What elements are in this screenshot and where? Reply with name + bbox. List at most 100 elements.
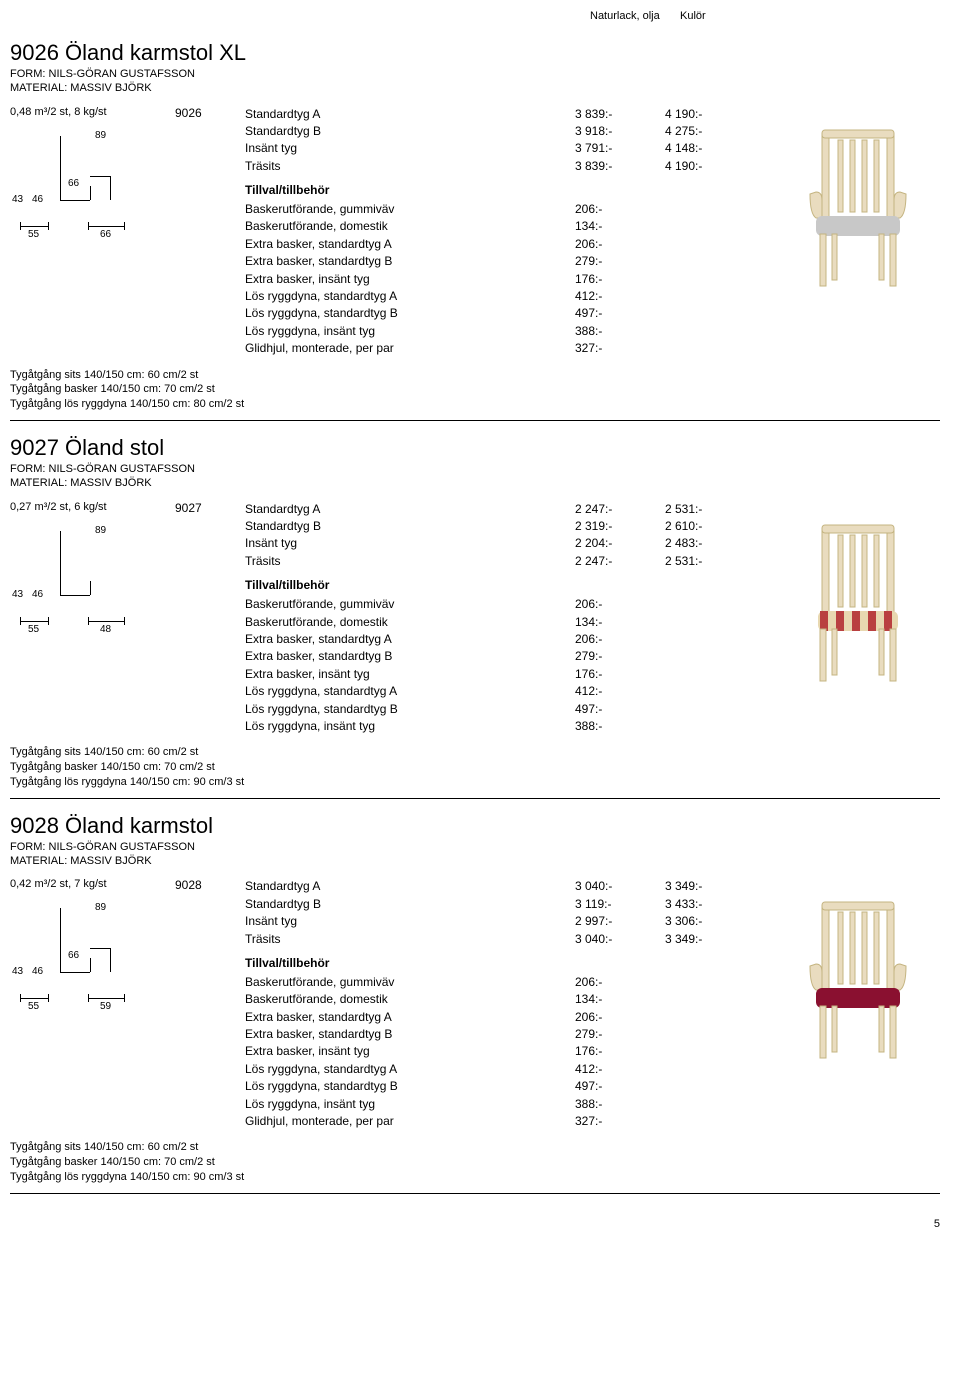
variant-name: Insänt tyg bbox=[245, 535, 575, 552]
variant-name: Standardtyg A bbox=[245, 106, 575, 123]
product-material: MATERIAL: MASSIV BJÖRK bbox=[10, 855, 940, 869]
addon-row: Lös ryggdyna, standardtyg A 412:- bbox=[245, 683, 775, 700]
variant-price-1: 3 791:- bbox=[575, 140, 665, 157]
addon-price: 134:- bbox=[575, 218, 665, 235]
fabric-notes: Tygåtgång sits 140/150 cm: 60 cm/2 st Tyg… bbox=[10, 1140, 940, 1185]
addon-row: Extra basker, insänt tyg 176:- bbox=[245, 666, 775, 683]
addon-name: Glidhjul, monterade, per par bbox=[245, 340, 575, 357]
addon-price: 412:- bbox=[575, 1061, 665, 1078]
addon-name: Extra basker, standardtyg B bbox=[245, 253, 575, 270]
variant-price-1: 2 204:- bbox=[575, 535, 665, 552]
variant-row: Standardtyg A 2 247:- 2 531:- bbox=[245, 501, 775, 518]
addon-row: Lös ryggdyna, insänt tyg 388:- bbox=[245, 718, 775, 735]
chair-image bbox=[788, 888, 928, 1068]
chair-image bbox=[788, 116, 928, 296]
addon-row: Baskerutförande, gummiväv 206:- bbox=[245, 596, 775, 613]
variant-row: Standardtyg B 3 119:- 3 433:- bbox=[245, 896, 775, 913]
fabric-note: Tygåtgång lös ryggdyna 140/150 cm: 90 cm… bbox=[10, 775, 940, 790]
addon-name: Extra basker, insänt tyg bbox=[245, 1043, 575, 1060]
column-header-row: Naturlack, olja Kulör bbox=[10, 10, 940, 22]
addon-row: Extra basker, standardtyg A 206:- bbox=[245, 236, 775, 253]
addon-name: Lös ryggdyna, standardtyg A bbox=[245, 288, 575, 305]
addon-row: Extra basker, insänt tyg 176:- bbox=[245, 271, 775, 288]
variant-row: Standardtyg A 3 040:- 3 349:- bbox=[245, 878, 775, 895]
variant-row: Standardtyg A 3 839:- 4 190:- bbox=[245, 106, 775, 123]
addon-row: Baskerutförande, domestik 134:- bbox=[245, 991, 775, 1008]
variant-price-2: 2 531:- bbox=[665, 553, 735, 570]
fabric-note: Tygåtgång lös ryggdyna 140/150 cm: 90 cm… bbox=[10, 1170, 940, 1185]
fabric-note: Tygåtgång sits 140/150 cm: 60 cm/2 st bbox=[10, 368, 940, 383]
product-spec: 0,42 m³/2 st, 7 kg/st bbox=[10, 878, 175, 890]
addon-row: Extra basker, insänt tyg 176:- bbox=[245, 1043, 775, 1060]
addon-name: Baskerutförande, domestik bbox=[245, 218, 575, 235]
fabric-note: Tygåtgång sits 140/150 cm: 60 cm/2 st bbox=[10, 1140, 940, 1155]
addon-row: Lös ryggdyna, standardtyg A 412:- bbox=[245, 1061, 775, 1078]
fabric-notes: Tygåtgång sits 140/150 cm: 60 cm/2 stTyg… bbox=[10, 745, 940, 790]
addon-price: 206:- bbox=[575, 1009, 665, 1026]
addon-price: 206:- bbox=[575, 236, 665, 253]
variant-price-2: 4 148:- bbox=[665, 140, 735, 157]
addon-price: 388:- bbox=[575, 718, 665, 735]
variant-price-1: 3 119:- bbox=[575, 896, 665, 913]
addon-name: Extra basker, standardtyg B bbox=[245, 648, 575, 665]
variant-price-2: 3 349:- bbox=[665, 878, 735, 895]
addon-row: Lös ryggdyna, standardtyg B 497:- bbox=[245, 701, 775, 718]
addon-row: Baskerutförande, domestik 134:- bbox=[245, 614, 775, 631]
variant-price-2: 2 483:- bbox=[665, 535, 735, 552]
dimension-diagram: 89 66 43 46 55 66 bbox=[10, 126, 160, 246]
product-material: MATERIAL: MASSIV BJÖRK bbox=[10, 82, 940, 96]
variant-price-1: 3 040:- bbox=[575, 931, 665, 948]
addon-name: Lös ryggdyna, standardtyg B bbox=[245, 701, 575, 718]
variant-name: Träsits bbox=[245, 553, 575, 570]
variant-price-1: 3 918:- bbox=[575, 123, 665, 140]
variant-price-1: 2 319:- bbox=[575, 518, 665, 535]
addon-name: Extra basker, standardtyg B bbox=[245, 1026, 575, 1043]
fabric-note: Tygåtgång basker 140/150 cm: 70 cm/2 st bbox=[10, 760, 940, 775]
page-number: 5 bbox=[10, 1218, 940, 1230]
addon-price: 134:- bbox=[575, 614, 665, 631]
addon-price: 176:- bbox=[575, 666, 665, 683]
addon-name: Baskerutförande, gummiväv bbox=[245, 974, 575, 991]
addon-header: Tillval/tillbehör bbox=[245, 956, 775, 970]
addon-price: 134:- bbox=[575, 991, 665, 1008]
product-meta: FORM: NILS-GÖRAN GUSTAFSSON MATERIAL: MA… bbox=[10, 841, 940, 869]
addon-row: Glidhjul, monterade, per par 327:- bbox=[245, 340, 775, 357]
addon-price: 497:- bbox=[575, 701, 665, 718]
addon-price: 412:- bbox=[575, 683, 665, 700]
variant-name: Standardtyg A bbox=[245, 501, 575, 518]
variant-name: Standardtyg B bbox=[245, 896, 575, 913]
addon-row: Extra basker, standardtyg A 206:- bbox=[245, 1009, 775, 1026]
variant-row: Träsits 2 247:- 2 531:- bbox=[245, 553, 775, 570]
addon-price: 206:- bbox=[575, 201, 665, 218]
variant-row: Träsits 3 040:- 3 349:- bbox=[245, 931, 775, 948]
product-form: FORM: NILS-GÖRAN GUSTAFSSON bbox=[10, 68, 940, 82]
fabric-note: Tygåtgång lös ryggdyna 140/150 cm: 80 cm… bbox=[10, 397, 940, 412]
addon-price: 279:- bbox=[575, 1026, 665, 1043]
addon-row: Extra basker, standardtyg A 206:- bbox=[245, 631, 775, 648]
addon-row: Lös ryggdyna, standardtyg B 497:- bbox=[245, 1078, 775, 1095]
addon-name: Extra basker, standardtyg A bbox=[245, 236, 575, 253]
addon-name: Baskerutförande, domestik bbox=[245, 614, 575, 631]
variant-row: Standardtyg B 2 319:- 2 610:- bbox=[245, 518, 775, 535]
product-spec: 0,27 m³/2 st, 6 kg/st bbox=[10, 501, 175, 513]
addon-name: Extra basker, insänt tyg bbox=[245, 271, 575, 288]
addon-name: Lös ryggdyna, insänt tyg bbox=[245, 1096, 575, 1113]
variant-row: Insänt tyg 3 791:- 4 148:- bbox=[245, 140, 775, 157]
addon-name: Baskerutförande, domestik bbox=[245, 991, 575, 1008]
addon-name: Glidhjul, monterade, per par bbox=[245, 1113, 575, 1130]
product-meta: FORM: NILS-GÖRAN GUSTAFSSON MATERIAL: MA… bbox=[10, 463, 940, 491]
variant-price-2: 3 306:- bbox=[665, 913, 735, 930]
addon-row: Lös ryggdyna, standardtyg A 412:- bbox=[245, 288, 775, 305]
addon-price: 279:- bbox=[575, 648, 665, 665]
product-title: 9026 Öland karmstol XL bbox=[10, 40, 940, 66]
fabric-note: Tygåtgång sits 140/150 cm: 60 cm/2 st bbox=[10, 745, 940, 760]
variant-name: Träsits bbox=[245, 931, 575, 948]
addon-name: Lös ryggdyna, insänt tyg bbox=[245, 718, 575, 735]
addon-price: 388:- bbox=[575, 323, 665, 340]
addon-price: 327:- bbox=[575, 1113, 665, 1130]
addon-name: Lös ryggdyna, insänt tyg bbox=[245, 323, 575, 340]
product-meta: FORM: NILS-GÖRAN GUSTAFSSON MATERIAL: MA… bbox=[10, 68, 940, 96]
col-header-1: Naturlack, olja bbox=[590, 10, 680, 22]
col-header-2: Kulör bbox=[680, 10, 750, 22]
fabric-notes: Tygåtgång sits 140/150 cm: 60 cm/2 st Tyg… bbox=[10, 368, 940, 413]
